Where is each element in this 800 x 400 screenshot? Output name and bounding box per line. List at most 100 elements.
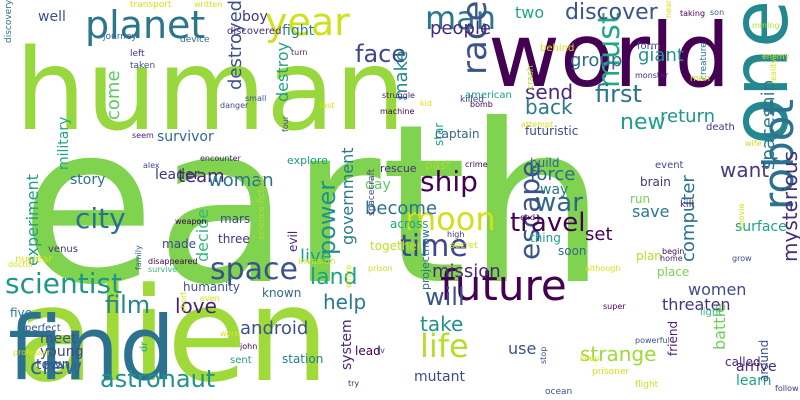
word-son: son xyxy=(710,8,725,17)
word-ocean: ocean xyxy=(545,387,573,397)
word-live: live xyxy=(300,246,332,267)
word-day: day xyxy=(365,177,391,193)
word-form: form xyxy=(637,41,661,52)
word-leader: leader xyxy=(155,167,200,183)
word-humanity: humanity xyxy=(183,280,240,294)
word-take: take xyxy=(420,312,464,336)
word-love: love xyxy=(175,294,217,318)
word-past: past xyxy=(425,158,451,172)
word-crime: crime xyxy=(465,160,488,169)
word-city: city xyxy=(75,202,126,235)
word-follow: follow xyxy=(775,384,799,393)
word-help: help xyxy=(323,290,367,314)
word-group: group xyxy=(570,50,623,71)
word-called: called xyxy=(725,355,761,369)
word-although: although xyxy=(585,264,621,273)
word-station: station xyxy=(282,352,324,366)
word-dr: dr xyxy=(139,341,150,352)
word-killed: killed xyxy=(460,95,484,105)
word-made: made xyxy=(162,237,197,251)
word-spacecraft: spacecraft xyxy=(367,168,377,216)
word-place: place xyxy=(657,265,690,279)
word-struggle: struggle xyxy=(382,91,415,100)
word-evil: evil xyxy=(286,230,300,252)
word-kid: kid xyxy=(420,99,432,108)
word-year: year xyxy=(265,0,350,44)
word-come: come xyxy=(103,70,124,120)
word-reality: reality xyxy=(769,58,778,84)
word-film: film xyxy=(105,291,151,319)
word-event: event xyxy=(655,160,684,171)
word-run: run xyxy=(630,192,651,206)
word-planet: planet xyxy=(85,3,206,47)
word-scientist: scientist xyxy=(5,267,123,300)
word-discovery: discovery xyxy=(4,0,14,44)
word-explore: explore xyxy=(287,154,328,167)
word-war: war xyxy=(535,188,583,218)
word-tv: tv xyxy=(377,346,385,355)
word-short: short xyxy=(179,291,188,312)
word-super: super xyxy=(603,302,626,311)
word-projectnow: projectnow xyxy=(419,229,432,290)
word-alien: alien xyxy=(15,259,330,400)
word-future: future xyxy=(440,261,567,310)
word-crash: crash xyxy=(526,65,536,90)
word-secret: secret xyxy=(450,241,478,251)
word-alex: alex xyxy=(143,161,160,170)
word-across: across xyxy=(390,217,429,231)
word-way: way xyxy=(540,182,569,198)
word-system: system xyxy=(339,319,355,370)
word-try: try xyxy=(348,379,360,388)
word-new: new xyxy=(620,110,666,135)
word-movie: movie xyxy=(737,203,746,228)
word-five: five xyxy=(10,306,33,320)
word-taken: taken xyxy=(130,61,156,71)
word-john: john xyxy=(240,342,258,351)
word-perfect: perfect xyxy=(25,323,61,334)
word-left: left xyxy=(130,49,145,59)
word-save: save xyxy=(632,202,670,221)
word-near: near xyxy=(664,0,673,19)
word-people: people xyxy=(430,18,492,39)
word-set: set xyxy=(585,224,613,245)
word-government: government xyxy=(338,147,357,245)
word-soon: soon xyxy=(558,244,587,258)
word-work: work xyxy=(220,329,240,338)
word-enemy: enemy xyxy=(762,52,790,61)
word-woman: woman xyxy=(208,170,274,191)
word-doctor: doctor xyxy=(8,260,34,269)
word-behind: behind xyxy=(540,43,575,54)
word-two: two xyxy=(515,3,545,22)
word-town: town xyxy=(36,357,71,373)
word-together: together xyxy=(370,239,422,253)
word-death: death xyxy=(706,122,735,133)
word-ship: ship xyxy=(420,165,478,198)
word-time: time xyxy=(400,229,468,264)
word-last: last xyxy=(320,101,335,110)
word-known: known xyxy=(262,286,302,300)
word-keep: keep xyxy=(580,354,600,363)
word-stop: stop xyxy=(539,346,548,364)
word-young: young xyxy=(40,344,84,360)
word-man: man xyxy=(425,0,497,37)
word-discover: discover xyxy=(565,0,658,25)
word-futuristic: futuristic xyxy=(525,124,579,138)
word-prisoner: prisoner xyxy=(592,367,630,377)
word-land: land xyxy=(310,265,358,290)
word-giant: giant xyxy=(638,45,684,66)
word-device: device xyxy=(180,35,210,45)
word-transport: transport xyxy=(130,0,172,10)
word-android: android xyxy=(240,318,309,339)
word-home: home xyxy=(660,254,683,263)
word-grow: grow xyxy=(732,254,752,263)
word-survivor: survivor xyxy=(157,129,214,145)
word-experiment: experiment xyxy=(23,174,42,266)
word-men: men xyxy=(690,74,711,84)
word-women: women xyxy=(688,280,747,299)
word-thing: thing xyxy=(530,231,561,245)
word-life: life xyxy=(420,327,469,365)
word-survive: survive xyxy=(148,265,178,274)
word-encounter: encounter xyxy=(200,154,241,163)
word-power: power xyxy=(313,180,341,255)
